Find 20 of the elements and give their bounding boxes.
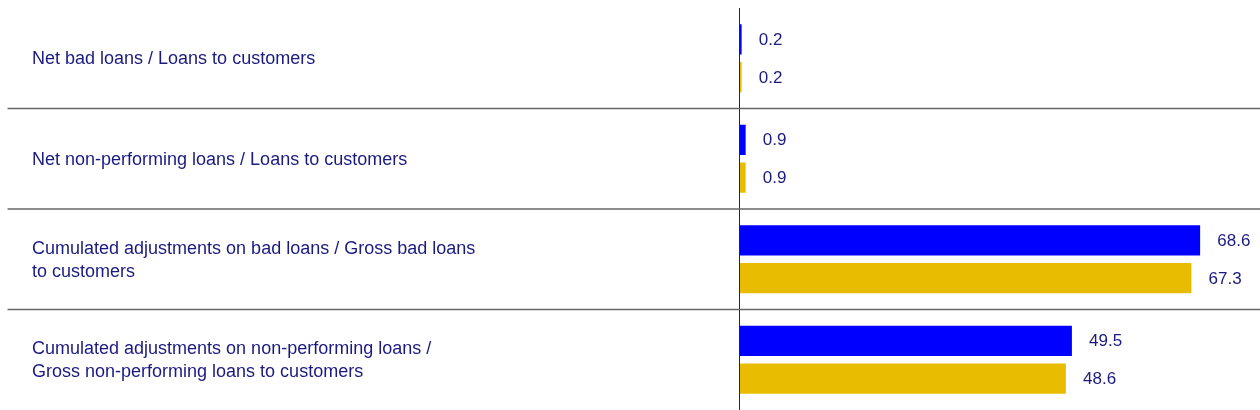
bar bbox=[739, 24, 742, 55]
data-label: 0.9 bbox=[748, 130, 787, 150]
y-tick-label: Cumulated adjustments on bad loans / Gross bad loans to customers bbox=[32, 238, 476, 282]
bar bbox=[739, 124, 746, 155]
y-tick-label: Cumulated adjustments on non-performing loans / Gross non-performing loans to customers bbox=[32, 338, 432, 382]
data-label: 49.5 bbox=[1074, 331, 1123, 351]
bar bbox=[739, 263, 1192, 294]
bar bbox=[739, 62, 742, 93]
data-label: 67.3 bbox=[1194, 268, 1242, 288]
y-tick-label: Net non-performing loans / Loans to customers bbox=[32, 149, 408, 169]
data-label: 0.2 bbox=[744, 67, 783, 87]
bar bbox=[739, 162, 746, 193]
data-label: 0.9 bbox=[748, 168, 787, 188]
data-label: 68.6 bbox=[1203, 230, 1251, 250]
data-label: 48.6 bbox=[1068, 369, 1117, 389]
y-tick-label: Net bad loans / Loans to customers bbox=[32, 48, 316, 68]
bar bbox=[739, 363, 1066, 394]
bar bbox=[739, 225, 1201, 256]
bar bbox=[739, 325, 1072, 356]
data-label: 0.2 bbox=[744, 29, 783, 49]
